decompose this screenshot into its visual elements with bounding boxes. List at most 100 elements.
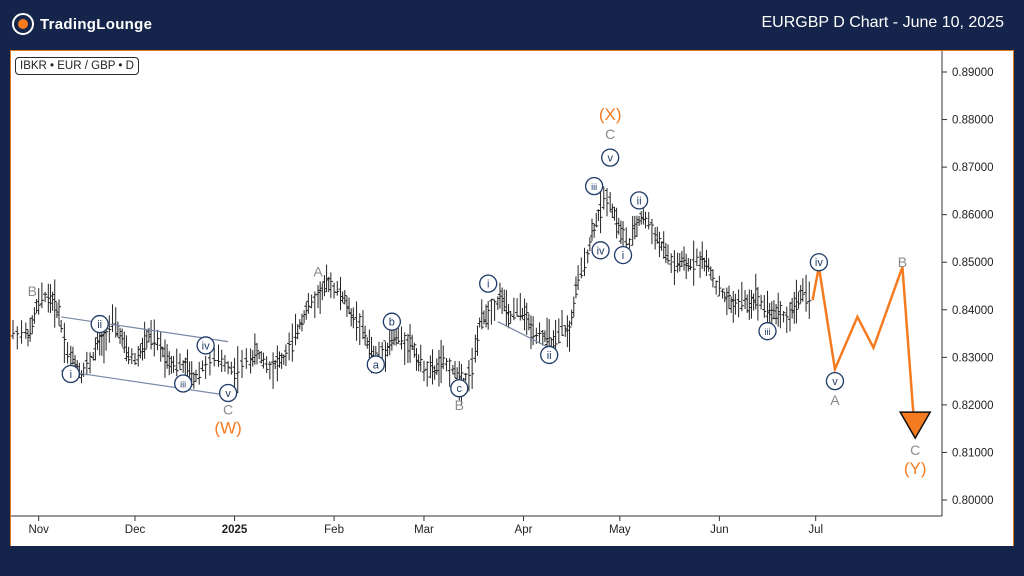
candle xyxy=(124,335,129,362)
candle xyxy=(612,206,617,221)
candle xyxy=(665,244,670,265)
candle xyxy=(271,352,276,389)
candle xyxy=(677,253,682,272)
candle xyxy=(299,313,304,332)
logo-icon xyxy=(12,13,34,35)
candle xyxy=(171,355,176,373)
candle xyxy=(261,352,266,369)
candle xyxy=(95,332,100,351)
candle xyxy=(601,186,606,210)
candle xyxy=(731,291,736,323)
candle xyxy=(54,302,59,319)
wave-label: v xyxy=(218,383,238,403)
candle xyxy=(385,342,390,357)
candle xyxy=(57,299,62,326)
candle xyxy=(79,370,84,384)
candle xyxy=(425,361,430,387)
wave-text: v xyxy=(225,388,231,400)
target-arrow xyxy=(898,411,932,440)
wave-circle xyxy=(758,322,777,341)
candle xyxy=(749,289,754,319)
x-tick-label: Jun xyxy=(710,524,729,536)
wave-label: ii xyxy=(90,314,109,334)
candle xyxy=(450,365,455,375)
candle xyxy=(540,330,545,346)
wave-text: iv xyxy=(597,245,605,257)
candle xyxy=(807,281,812,319)
candle xyxy=(663,242,668,264)
candle xyxy=(365,337,370,349)
candle xyxy=(686,258,691,272)
candle xyxy=(162,339,167,378)
candle xyxy=(470,347,475,389)
candle xyxy=(520,307,525,320)
candle xyxy=(524,302,529,335)
candle xyxy=(495,296,500,310)
candle xyxy=(475,325,480,356)
wave-text: b xyxy=(389,317,395,329)
y-tick-label: 0.83000 xyxy=(952,352,994,364)
candle xyxy=(755,287,760,321)
wave-text: i xyxy=(70,369,72,381)
y-tick-label: 0.81000 xyxy=(952,447,994,459)
wave-circle xyxy=(584,176,604,196)
candle xyxy=(587,237,592,252)
candle xyxy=(439,339,444,383)
candle xyxy=(194,369,199,382)
candle xyxy=(691,240,696,286)
candle xyxy=(418,344,423,372)
candle xyxy=(643,211,648,229)
candle xyxy=(508,310,513,324)
wave-labels-layer: BiiiiiiivvC(W)AabcBiiiiiiivvC(X)iiiiiiiv… xyxy=(28,105,927,478)
candle xyxy=(279,352,284,369)
candle xyxy=(70,346,75,365)
candle xyxy=(62,322,67,364)
wave-text: (W) xyxy=(214,419,241,438)
candle xyxy=(776,292,781,327)
wave-text: (Y) xyxy=(904,459,927,478)
wave-text: ii xyxy=(547,350,552,362)
wave-circle xyxy=(809,253,829,272)
candle xyxy=(481,310,486,325)
brand-logo: TradingLounge xyxy=(12,12,152,36)
candle xyxy=(589,218,594,242)
candle xyxy=(158,332,163,362)
candle xyxy=(304,301,309,320)
candle xyxy=(240,349,245,379)
candle xyxy=(598,186,603,234)
candle xyxy=(604,188,609,217)
candle xyxy=(724,287,729,316)
candle xyxy=(585,249,590,264)
wave-text: iv xyxy=(815,257,823,269)
candle xyxy=(714,280,719,295)
y-tick-label: 0.82000 xyxy=(952,400,994,412)
candle xyxy=(322,275,327,297)
candle xyxy=(531,316,536,346)
wave-label: iii xyxy=(758,322,777,341)
candle xyxy=(717,275,722,297)
candle xyxy=(203,355,208,380)
wave-circle xyxy=(450,379,469,398)
candle xyxy=(537,322,542,344)
candle xyxy=(618,220,623,244)
candle xyxy=(798,285,803,304)
candle xyxy=(235,346,240,394)
wave-text: v xyxy=(607,153,613,165)
wave-text: B xyxy=(898,254,907,270)
candle xyxy=(430,349,435,385)
candle xyxy=(502,289,507,312)
candle xyxy=(15,326,20,350)
wave-text: v xyxy=(832,376,838,388)
candle xyxy=(632,215,637,240)
candle xyxy=(497,282,502,309)
wave-circle xyxy=(601,148,620,167)
candle xyxy=(277,351,282,368)
candle xyxy=(463,372,468,382)
candle xyxy=(19,320,24,344)
candle xyxy=(32,307,37,324)
candle xyxy=(88,352,93,374)
candle xyxy=(93,337,98,361)
wave-circle xyxy=(540,345,559,365)
x-tick-label: 2025 xyxy=(222,524,248,536)
candle xyxy=(316,285,321,309)
